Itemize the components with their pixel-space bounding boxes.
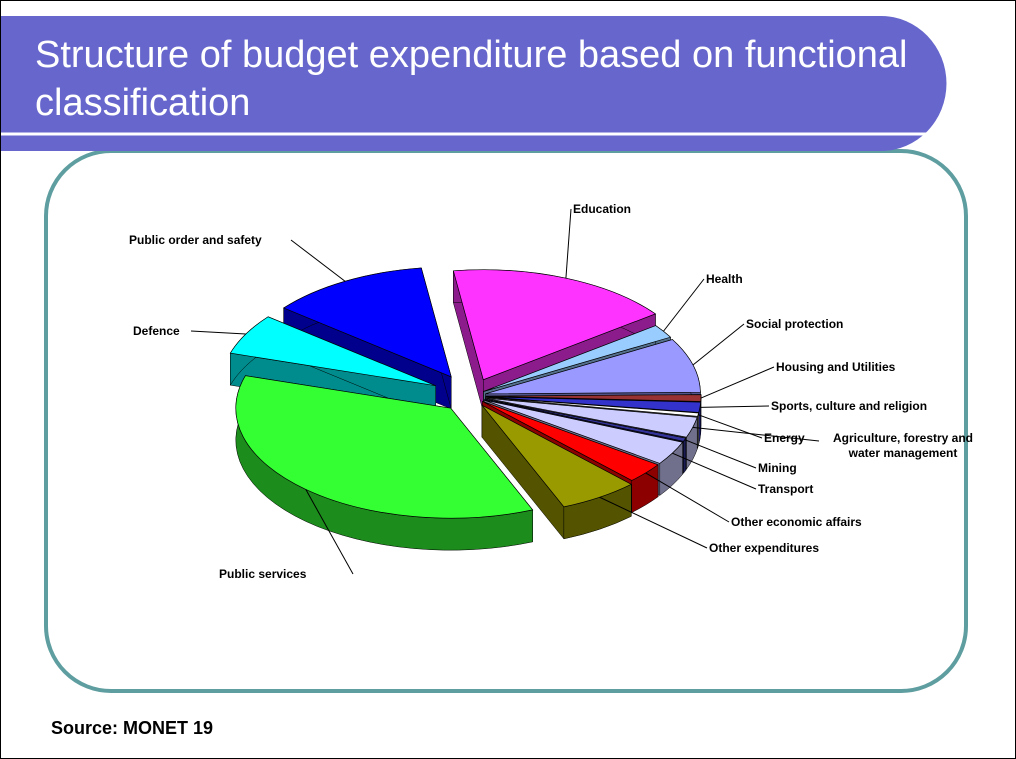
slice-label: Agriculture, forestry and water manageme…	[832, 431, 974, 460]
slice-label: Sports, culture and religion	[771, 399, 928, 413]
slice	[282, 267, 452, 378]
slice-label: Housing and Utilities	[776, 360, 896, 374]
leader-line	[684, 439, 757, 469]
leader-line	[700, 366, 775, 399]
slice	[481, 404, 633, 508]
slice	[484, 398, 687, 442]
slice-label: Defence	[133, 324, 180, 338]
slice	[485, 396, 700, 417]
leader-line	[599, 496, 708, 549]
slice-label: Other economic affairs	[731, 515, 862, 529]
slice-label: Public order and safety	[129, 233, 262, 247]
slice-label: Education	[573, 202, 632, 216]
leader-line	[190, 330, 246, 335]
leader-line	[692, 323, 745, 366]
slice-label: Energy	[764, 431, 805, 445]
slice	[229, 316, 436, 387]
slice	[485, 339, 701, 395]
leader-line	[663, 278, 705, 332]
slice-label: Health	[706, 272, 743, 286]
source: Source: MONET 19	[51, 718, 214, 738]
leader-line	[692, 426, 820, 442]
title-band	[1, 16, 947, 151]
slice-label: Transport	[758, 482, 814, 496]
leader-line	[699, 405, 770, 408]
leader-line	[645, 472, 730, 523]
slice-label: Social protection	[746, 317, 844, 331]
leader-line	[305, 489, 354, 575]
leader-line	[290, 239, 346, 282]
leader-line	[672, 452, 757, 490]
slice-label: Other expenditures	[709, 541, 820, 555]
slice-label: Mining	[758, 461, 797, 475]
slice	[482, 401, 659, 481]
leader-line	[565, 208, 572, 279]
slice-label: Public services	[219, 567, 307, 581]
slice	[452, 269, 657, 381]
slice-side	[697, 412, 699, 449]
slide-title: Structure of budget expenditure based on…	[35, 34, 908, 124]
slice-side	[683, 437, 687, 475]
leader-line	[697, 414, 763, 439]
